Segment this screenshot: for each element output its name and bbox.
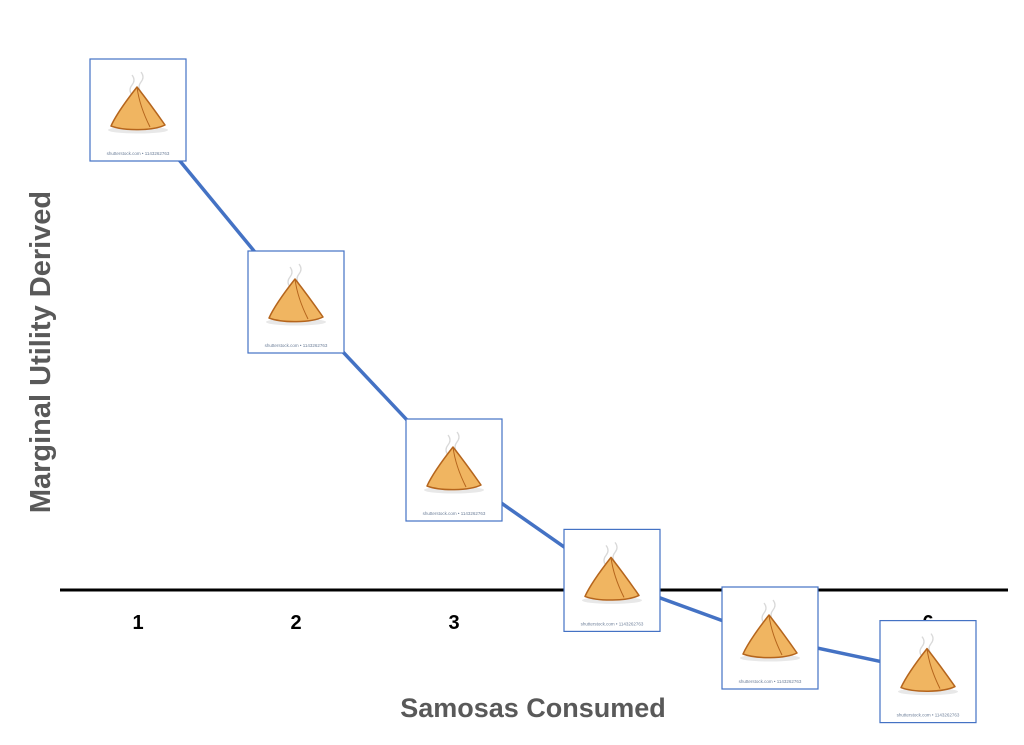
samosa-fold <box>452 446 467 488</box>
samosa-icon <box>584 556 640 601</box>
y-axis-label: Marginal Utility Derived <box>25 191 57 513</box>
samosa-fold <box>926 648 941 689</box>
x-axis-label: Samosas Consumed <box>400 693 666 723</box>
samosa-icon <box>426 446 482 491</box>
marker-watermark: shutterstock.com • 1143262763 <box>107 151 170 156</box>
marker-watermark: shutterstock.com • 1143262763 <box>265 343 328 348</box>
samosa-fold <box>136 86 151 128</box>
samosa-point-marker: shutterstock.com • 1143262763 <box>89 58 187 162</box>
samosa-point-marker: shutterstock.com • 1143262763 <box>405 418 503 522</box>
x-tick-label: 2 <box>290 612 301 634</box>
samosa-fold <box>610 557 625 598</box>
marker-watermark: shutterstock.com • 1143262763 <box>581 621 644 626</box>
marker-watermark: shutterstock.com • 1143262763 <box>739 679 802 684</box>
samosa-point-marker: shutterstock.com • 1143262763 <box>247 250 345 354</box>
marker-frame <box>879 619 977 724</box>
samosa-icon <box>900 647 956 692</box>
x-tick-label: 1 <box>132 612 143 634</box>
marker-watermark: shutterstock.com • 1143262763 <box>423 511 486 516</box>
samosa-point-marker: shutterstock.com • 1143262763 <box>563 528 661 633</box>
samosa-icon <box>110 86 166 131</box>
samosa-point-marker: shutterstock.com • 1143262763 <box>879 619 977 724</box>
marker-watermark: shutterstock.com • 1143262763 <box>897 713 960 718</box>
samosa-icon <box>268 278 324 323</box>
samosa-fold <box>294 278 309 320</box>
samosa-markers: shutterstock.com • 1143262763 shutterstoc… <box>89 58 977 724</box>
samosa-icon <box>742 614 798 659</box>
samosa-fold <box>768 614 783 656</box>
x-tick-label: 3 <box>448 612 459 634</box>
samosa-point-marker: shutterstock.com • 1143262763 <box>721 586 819 690</box>
